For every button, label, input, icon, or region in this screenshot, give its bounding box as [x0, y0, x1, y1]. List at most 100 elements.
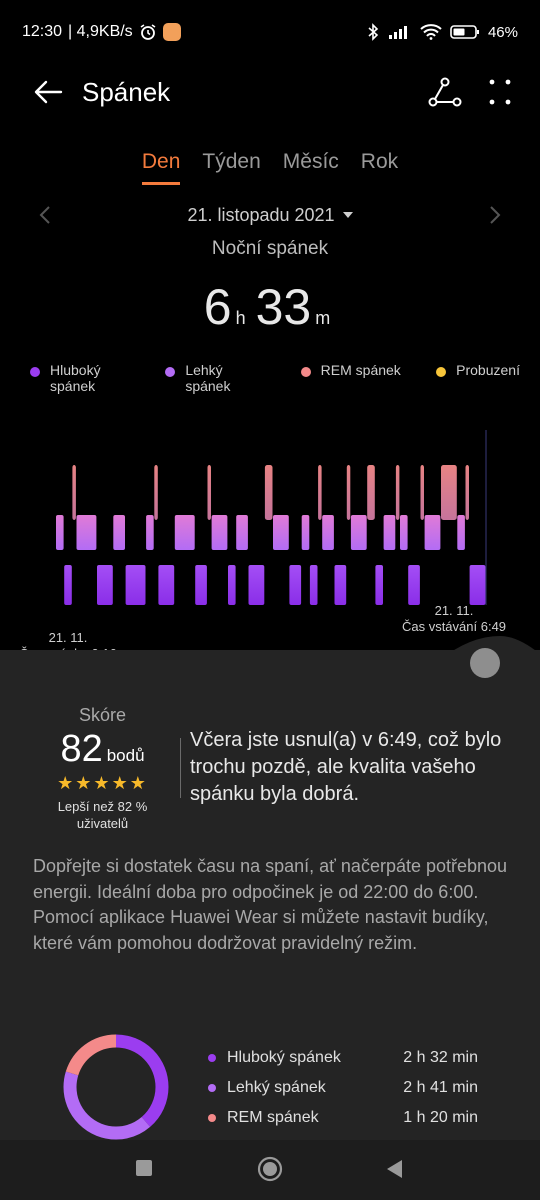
- hypnogram-segment-light: [350, 515, 367, 550]
- tab-week[interactable]: Týden: [202, 150, 261, 173]
- hypnogram-segment-light: [174, 515, 195, 550]
- signal-icon: [388, 26, 407, 39]
- legend-rem: REM spánek: [300, 362, 401, 394]
- wake-up-time: Čas vstávání 6:49: [401, 619, 507, 634]
- legend-light: Lehký spánek: [165, 362, 265, 394]
- hypnogram-segment-rem: [72, 465, 76, 520]
- net-speed: | 4,9KB/s: [68, 23, 133, 40]
- wifi-icon: [420, 24, 442, 40]
- sleep-hypnogram[interactable]: 21. 11. Čas spánku 0:16 21. 11. Čas vstá…: [0, 425, 540, 665]
- donut-segment: [63, 1034, 169, 1140]
- wake-up-date: 21. 11.: [434, 603, 474, 618]
- sleep-type-label: Noční spánek: [211, 238, 329, 259]
- hypnogram-segment-light: [322, 515, 334, 550]
- hypnogram-segment-deep: [334, 565, 347, 605]
- hypnogram-segment-rem: [441, 465, 457, 520]
- hypnogram-segment-deep: [228, 565, 236, 605]
- hypnogram-segment-deep: [125, 565, 146, 605]
- hypnogram-segment-light: [301, 515, 310, 550]
- hypnogram-segment-rem: [207, 465, 211, 520]
- date-row: 21. listopadu 2021: [0, 200, 540, 230]
- duration-hours: 6: [203, 279, 232, 335]
- star-rating: ★★★★★: [57, 773, 148, 793]
- hypnogram-segment-rem: [420, 465, 424, 520]
- date-picker[interactable]: 21. listopadu 2021: [187, 204, 353, 226]
- breakdown-value: 1 h 20 min: [403, 1109, 478, 1126]
- hypnogram-segment-light: [236, 515, 248, 550]
- hypnogram-segment-rem: [395, 465, 400, 520]
- breakdown-value: 2 h 41 min: [403, 1079, 478, 1096]
- light-sleep-dot: [165, 367, 176, 377]
- chart-legend: Hluboký spánek Lehký spánek REM spánek P…: [30, 362, 520, 394]
- caret-down-icon: [342, 212, 353, 218]
- hypnogram-svg: [56, 430, 487, 605]
- sleep-breakdown: Hluboký spánek 2 h 32 min Lehký spánek 2…: [208, 1043, 478, 1133]
- battery-icon: [450, 25, 479, 39]
- share-icon[interactable]: [428, 77, 462, 107]
- date-label: 21. listopadu 2021: [187, 204, 335, 225]
- hypnogram-segment-deep: [248, 565, 265, 605]
- hypnogram-segment-deep: [469, 565, 486, 605]
- recent-apps-button[interactable]: [135, 1159, 153, 1177]
- arrow-left-icon: [34, 80, 63, 104]
- hypnogram-segment-light: [56, 515, 64, 550]
- sleep-score: Skóre 82 bodů ★★★★★ Lepší než 82 % uživa…: [40, 705, 165, 832]
- hypnogram-segment-rem: [318, 465, 322, 520]
- previous-day-button[interactable]: [30, 200, 60, 230]
- clock: 12:30: [22, 23, 63, 40]
- legend-label: Hluboký spánek: [50, 362, 101, 394]
- legend-label: Lehký spánek: [185, 362, 231, 394]
- breakdown-label: Hluboký spánek: [227, 1049, 341, 1066]
- hypnogram-segment-rem: [465, 465, 469, 520]
- next-day-button[interactable]: [480, 200, 510, 230]
- system-nav-bar: [0, 1140, 540, 1200]
- hypnogram-segment-deep: [309, 565, 318, 605]
- legend-label: REM spánek: [320, 362, 401, 378]
- back-nav-button[interactable]: [384, 1158, 404, 1180]
- hypnogram-segment-deep: [195, 565, 207, 605]
- breakdown-row-light: Lehký spánek 2 h 41 min: [208, 1073, 478, 1103]
- hypnogram-segment-deep: [97, 565, 113, 605]
- status-right: 46%: [366, 23, 518, 41]
- hypnogram-segment-light: [211, 515, 228, 550]
- duration-hours-unit: h: [235, 308, 246, 328]
- rem-sleep-dot: [300, 367, 311, 377]
- tab-month[interactable]: Měsíc: [282, 150, 339, 173]
- rem-sleep-dot: [208, 1114, 216, 1122]
- tab-year[interactable]: Rok: [360, 150, 399, 173]
- timeline-scrubber-handle[interactable]: [470, 648, 500, 678]
- status-left: 12:30 | 4,9KB/s: [22, 23, 181, 41]
- deep-sleep-dot: [30, 367, 40, 377]
- sleep-distribution-donut: [63, 1034, 169, 1140]
- sleep-summary: Včera jste usnul(a) v 6:49, což bylo tro…: [190, 729, 502, 805]
- chevron-right-icon: [490, 206, 501, 224]
- back-button[interactable]: [28, 72, 68, 112]
- legend-deep: Hluboký spánek: [30, 362, 130, 394]
- hypnogram-segment-rem: [367, 465, 375, 520]
- hypnogram-segment-deep: [375, 565, 383, 605]
- hypnogram-segment-light: [273, 515, 289, 550]
- home-button[interactable]: [257, 1156, 283, 1182]
- score-value-row: 82 bodů: [40, 728, 165, 771]
- breakdown-label: Lehký spánek: [227, 1079, 326, 1096]
- hypnogram-segment-light: [400, 515, 408, 550]
- hypnogram-segment-light: [76, 515, 97, 550]
- chevron-left-icon: [39, 206, 50, 224]
- legend-awake: Probuzení: [436, 362, 520, 394]
- duration-minutes-unit: m: [315, 308, 331, 328]
- app-header: Spánek: [0, 64, 540, 120]
- hypnogram-segment-light: [457, 515, 465, 550]
- hypnogram-segment-deep: [408, 565, 420, 605]
- hypnogram-segment-light: [146, 515, 154, 550]
- deep-sleep-dot: [208, 1054, 216, 1062]
- hypnogram-segment-deep: [158, 565, 175, 605]
- breakdown-row-deep: Hluboký spánek 2 h 32 min: [208, 1043, 478, 1073]
- sleep-duration: 6 h 33 m: [0, 278, 540, 336]
- score-label: Skóre: [78, 705, 127, 725]
- more-vertical-icon[interactable]: [488, 78, 512, 106]
- donut-segment: [63, 1034, 169, 1140]
- hypnogram-segment-light: [424, 515, 441, 550]
- tab-day[interactable]: Den: [141, 150, 181, 185]
- light-sleep-dot: [208, 1084, 216, 1092]
- hypnogram-segment-deep: [64, 565, 72, 605]
